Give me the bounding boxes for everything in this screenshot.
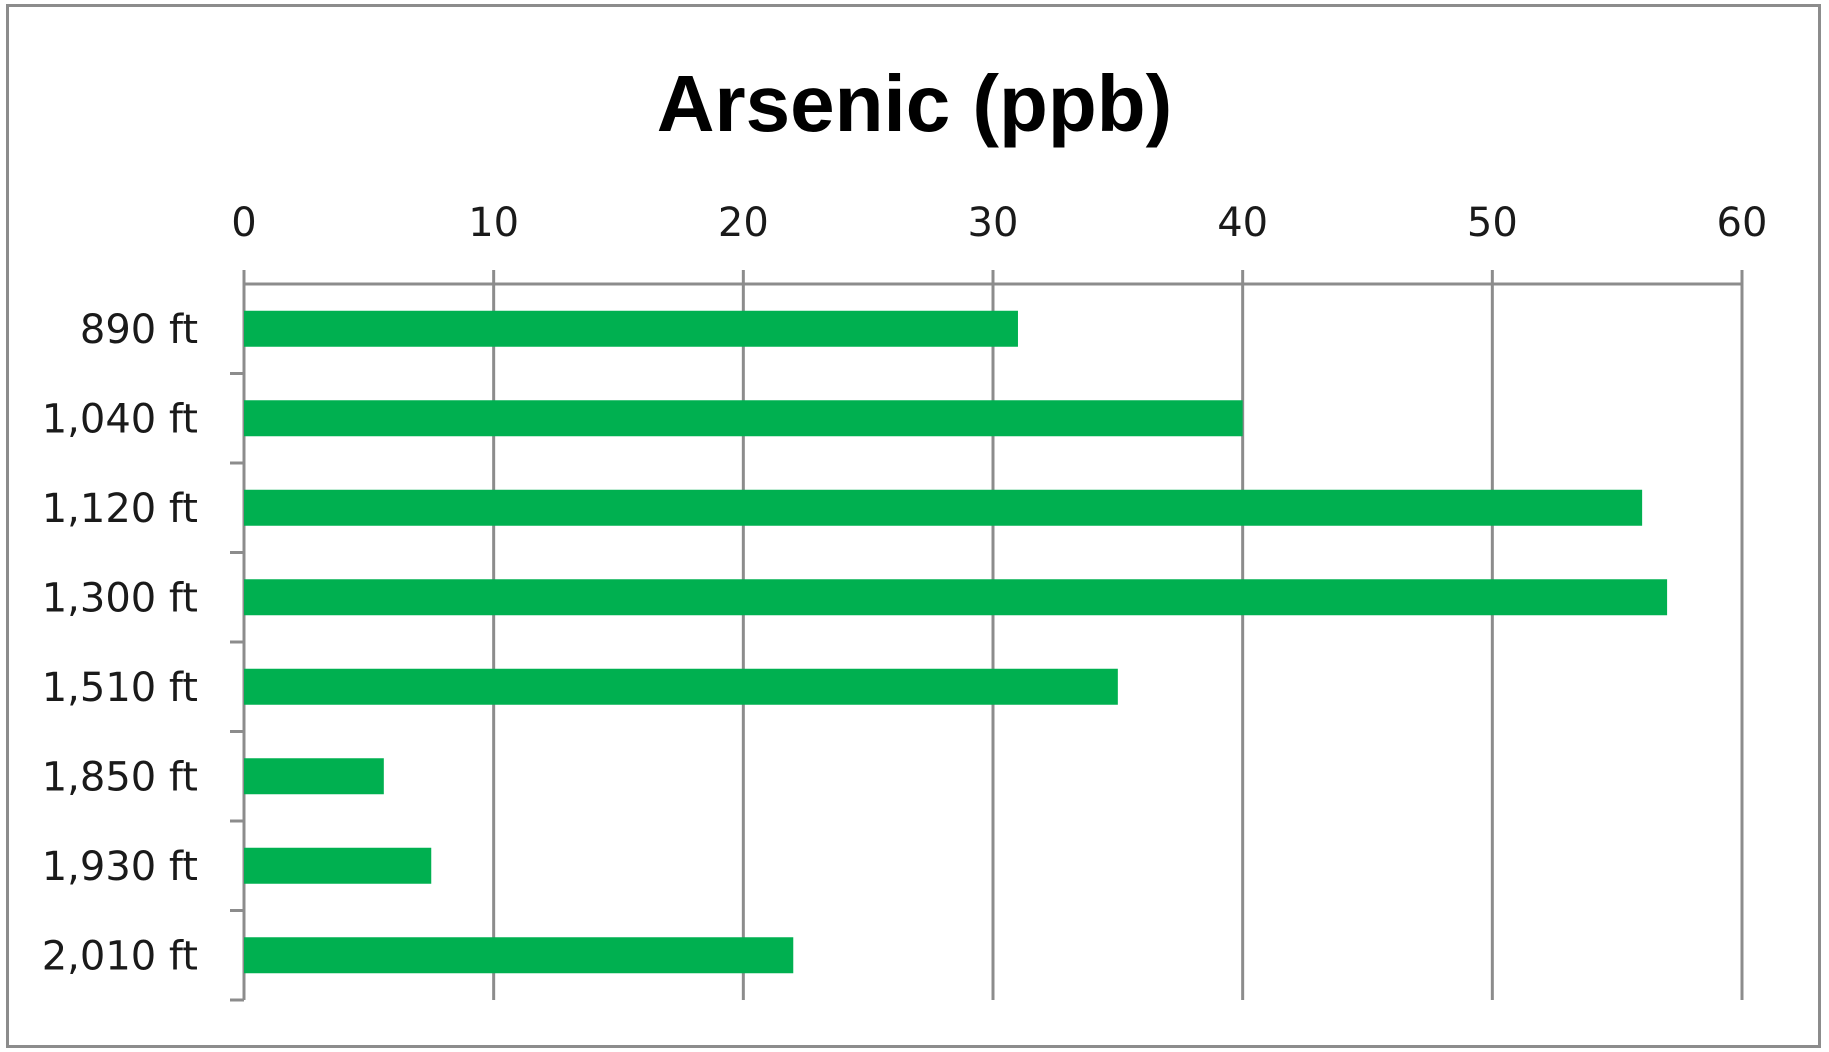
bars bbox=[244, 310, 1668, 974]
category-label-3: 1,120 ft bbox=[42, 486, 198, 532]
category-label-6: 1,850 ft bbox=[42, 754, 198, 800]
x-tick-label-20: 20 bbox=[718, 200, 769, 246]
bar-4 bbox=[244, 579, 1668, 616]
bar-5 bbox=[244, 668, 1118, 705]
x-tick-labels: 0 10 20 30 40 50 60 bbox=[231, 200, 1767, 246]
bar-2 bbox=[244, 400, 1243, 437]
category-label-2: 1,040 ft bbox=[42, 396, 198, 442]
bar-8 bbox=[244, 937, 794, 974]
gridlines bbox=[492, 270, 1744, 1000]
category-label-4: 1,300 ft bbox=[42, 575, 198, 621]
x-tick-label-40: 40 bbox=[1217, 200, 1268, 246]
x-tick-label-10: 10 bbox=[468, 200, 519, 246]
category-label-5: 1,510 ft bbox=[42, 665, 198, 711]
x-tick-label-0: 0 bbox=[231, 200, 256, 246]
category-labels: 890 ft 1,040 ft 1,120 ft 1,300 ft 1,510 ft 1,… bbox=[42, 307, 198, 980]
bar-1 bbox=[244, 310, 1018, 347]
chart-title: Arsenic (ppb) bbox=[656, 59, 1173, 148]
bar-3 bbox=[244, 489, 1643, 526]
category-label-1: 890 ft bbox=[80, 307, 198, 353]
category-label-7: 1,930 ft bbox=[42, 844, 198, 890]
axes bbox=[230, 270, 1742, 1002]
x-tick-label-30: 30 bbox=[968, 200, 1019, 246]
x-tick-label-60: 60 bbox=[1717, 200, 1768, 246]
bar-6 bbox=[244, 758, 384, 795]
bar-7 bbox=[244, 847, 432, 884]
x-tick-label-50: 50 bbox=[1467, 200, 1518, 246]
category-label-8: 2,010 ft bbox=[42, 933, 198, 979]
